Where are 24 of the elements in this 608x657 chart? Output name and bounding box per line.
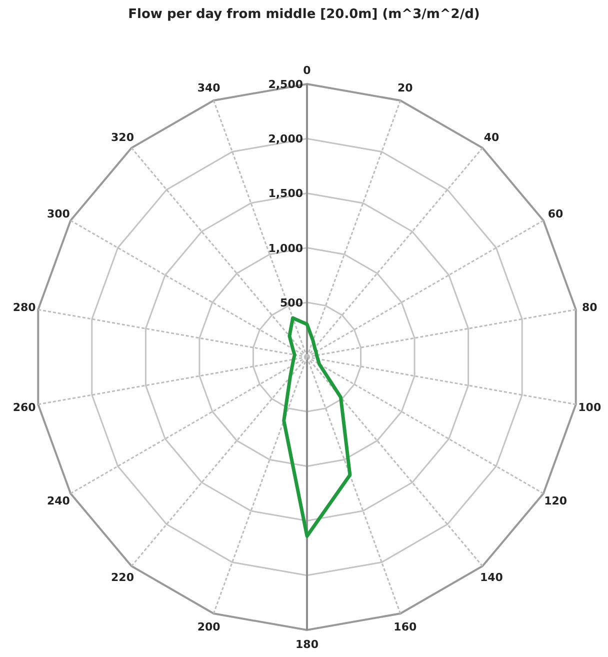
spoke-label: 20: [398, 81, 414, 94]
spoke-label: 180: [296, 638, 319, 651]
y-tick-label: 1,500: [268, 187, 304, 200]
spoke-label: 60: [548, 208, 564, 220]
spoke-label: 240: [46, 494, 70, 508]
y-tick-label: 2,500: [268, 78, 304, 91]
spoke-label: 0: [303, 64, 312, 77]
spoke-label: 100: [578, 400, 602, 414]
spoke-label: 320: [111, 131, 134, 144]
spoke-label: 140: [480, 570, 504, 584]
chart-title: Flow per day from middle [20.0m] (m^3/m^2/d): [128, 7, 480, 22]
spoke-label: 340: [197, 81, 221, 94]
y-tick-label: 500: [280, 296, 304, 310]
spoke-label: 120: [544, 494, 568, 508]
spoke-label: 160: [394, 620, 417, 634]
spoke-label: 40: [484, 131, 500, 144]
spoke-label: 300: [46, 208, 70, 220]
spoke-label: 260: [12, 400, 36, 414]
spoke-label: 80: [582, 301, 598, 314]
spoke-label: 280: [12, 301, 36, 314]
y-tick-label: 1,000: [268, 242, 304, 255]
spoke-label: 200: [197, 620, 221, 634]
spoke-label: 220: [111, 570, 134, 584]
y-tick-label: 2,000: [268, 132, 304, 146]
